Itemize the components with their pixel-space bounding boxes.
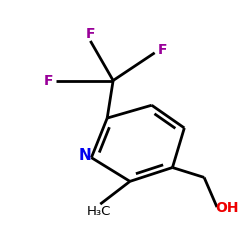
Text: F: F — [157, 43, 167, 57]
Text: OH: OH — [215, 201, 238, 215]
Text: F: F — [44, 74, 53, 88]
Text: H₃C: H₃C — [87, 205, 111, 218]
Text: F: F — [86, 26, 95, 40]
Text: N: N — [79, 148, 92, 163]
